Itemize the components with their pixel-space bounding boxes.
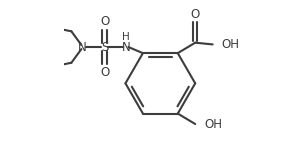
Text: O: O xyxy=(100,15,109,28)
Text: OH: OH xyxy=(204,117,222,130)
Text: O: O xyxy=(100,66,109,79)
Text: H: H xyxy=(122,32,130,42)
Text: S: S xyxy=(101,40,108,54)
Text: O: O xyxy=(191,8,200,21)
Text: OH: OH xyxy=(222,38,240,51)
Text: N: N xyxy=(122,40,131,54)
Text: N: N xyxy=(78,40,87,54)
